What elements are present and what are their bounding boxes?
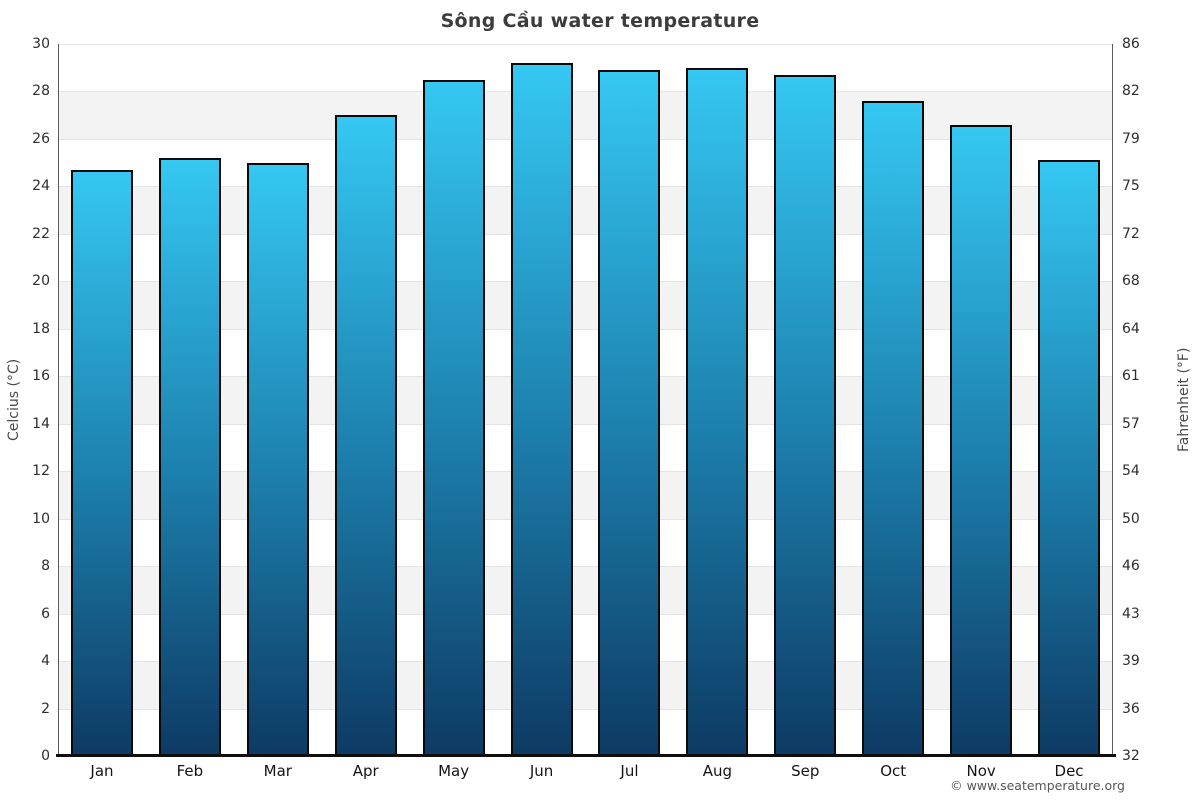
y-tick-c-4: 4 (41, 653, 50, 670)
y-tick-c-26: 26 (32, 130, 50, 147)
bar-slot-dec (1025, 44, 1113, 756)
y-tick-f-82: 82 (1122, 83, 1140, 100)
x-tick-dec: Dec (1054, 762, 1084, 780)
y-tick-f-61: 61 (1122, 368, 1140, 385)
y-tick-c-20: 20 (32, 273, 50, 290)
bar-feb (158, 157, 221, 756)
grid-bands-layer (58, 44, 1113, 757)
copyright-credit[interactable]: © www.seatemperature.org (950, 778, 1125, 793)
grid-band (58, 328, 1113, 377)
x-tick-jun: Jun (529, 762, 554, 780)
chart-title: Sông Cầu water temperature (440, 10, 760, 32)
grid-band (58, 708, 1113, 757)
y-axis-line-right (1112, 44, 1113, 756)
grid-band (58, 138, 1113, 187)
y-axis-label-fahrenheit: Fahrenheit (°F) (1176, 347, 1192, 453)
bar-mar (246, 162, 309, 756)
bar-slot-jan (58, 44, 146, 756)
y-tick-c-30: 30 (32, 36, 50, 52)
y-tick-f-79: 79 (1122, 130, 1140, 147)
y-tick-c-12: 12 (32, 463, 50, 480)
bar-jul (598, 70, 661, 756)
bar-slot-may (410, 44, 498, 756)
grid-band (58, 44, 1113, 92)
x-tick-may: May (438, 762, 470, 780)
x-tick-sep: Sep (791, 762, 820, 780)
plot-area (58, 44, 1113, 757)
bar-slot-nov (937, 44, 1025, 756)
y-tick-f-32: 32 (1122, 748, 1140, 764)
y-tick-c-16: 16 (32, 368, 50, 385)
bar-aug (686, 67, 749, 756)
grid-band (58, 376, 1113, 424)
x-tick-jul: Jul (620, 762, 639, 780)
x-tick-mar: Mar (263, 762, 292, 780)
x-tick-feb: Feb (176, 762, 204, 780)
y-tick-f-68: 68 (1122, 273, 1140, 290)
y-tick-f-64: 64 (1122, 320, 1140, 337)
y-tick-c-8: 8 (41, 558, 50, 575)
x-tick-apr: Apr (352, 762, 379, 780)
y-tick-f-72: 72 (1122, 225, 1140, 242)
y-tick-c-18: 18 (32, 320, 50, 337)
bar-slot-apr (322, 44, 410, 756)
y-tick-f-57: 57 (1122, 415, 1140, 432)
y-tick-f-86: 86 (1122, 36, 1140, 52)
grid-band (58, 186, 1113, 234)
y-tick-c-6: 6 (41, 605, 50, 622)
bar-dec (1038, 160, 1101, 756)
y-tick-f-43: 43 (1122, 605, 1140, 622)
y-tick-f-46: 46 (1122, 558, 1140, 575)
bar-slot-jul (586, 44, 674, 756)
bar-apr (334, 115, 397, 756)
y-tick-c-0: 0 (41, 748, 50, 764)
x-tick-jan: Jan (90, 762, 114, 780)
bar-nov (950, 124, 1013, 756)
x-tick-nov: Nov (966, 762, 996, 780)
y-tick-f-54: 54 (1122, 463, 1140, 480)
bar-sep (774, 74, 837, 756)
y-tick-f-36: 36 (1122, 700, 1140, 717)
y-tick-c-28: 28 (32, 83, 50, 100)
bar-jan (70, 169, 133, 756)
bar-oct (862, 100, 925, 756)
grid-band (58, 471, 1113, 519)
bar-slot-jun (498, 44, 586, 756)
bar-jun (510, 63, 573, 756)
y-tick-c-2: 2 (41, 700, 50, 717)
y-tick-c-10: 10 (32, 510, 50, 527)
grid-band (58, 423, 1113, 472)
y-tick-f-75: 75 (1122, 178, 1140, 195)
y-axis-line-left (58, 44, 59, 756)
y-axis-label-celsius: Celcius (°C) (6, 358, 22, 442)
y-tick-c-24: 24 (32, 178, 50, 195)
y-tick-c-14: 14 (32, 415, 50, 432)
bar-slot-sep (761, 44, 849, 756)
grid-band (58, 281, 1113, 329)
bar-slot-feb (146, 44, 234, 756)
bars-layer (58, 44, 1113, 756)
grid-band (58, 613, 1113, 662)
x-tick-aug: Aug (702, 762, 733, 780)
x-tick-oct: Oct (880, 762, 907, 780)
grid-band (58, 518, 1113, 567)
y-tick-f-50: 50 (1122, 510, 1140, 527)
bar-slot-mar (234, 44, 322, 756)
x-axis-line (56, 754, 1116, 757)
bar-may (422, 79, 485, 756)
y-tick-f-39: 39 (1122, 653, 1140, 670)
grid-band (58, 566, 1113, 614)
y-tick-c-22: 22 (32, 225, 50, 242)
bar-slot-aug (673, 44, 761, 756)
grid-band (58, 661, 1113, 709)
grid-band (58, 233, 1113, 282)
bar-slot-oct (849, 44, 937, 756)
grid-band (58, 91, 1113, 139)
